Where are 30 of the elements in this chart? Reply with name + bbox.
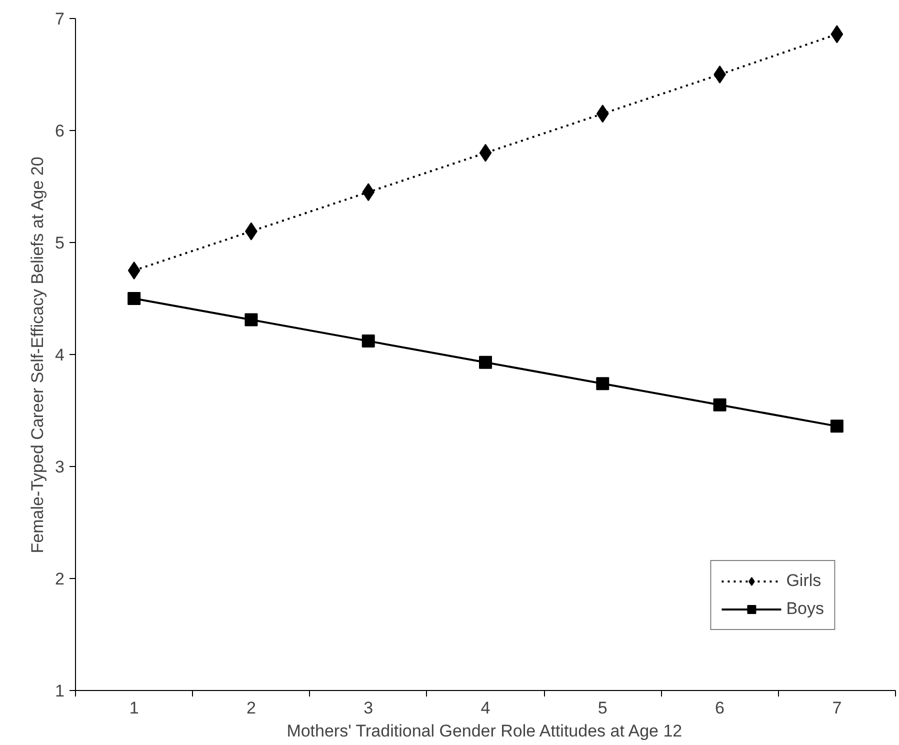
point — [713, 398, 726, 412]
y-tick-label: 4 — [55, 346, 65, 364]
y-tick-label: 2 — [55, 570, 65, 588]
x-tick-label: 6 — [715, 698, 725, 718]
y-tick-label: 7 — [55, 10, 65, 28]
y-tick-label: 5 — [55, 234, 65, 252]
legend-label: Boys — [786, 599, 824, 619]
x-axis-title: Mothers' Traditional Gender Role Attitudes at Age 12 — [286, 722, 682, 740]
x-tick-label: 7 — [832, 698, 842, 718]
y-tick-label: 1 — [55, 682, 65, 700]
point — [362, 334, 375, 348]
y-tick-label: 6 — [55, 122, 65, 140]
point — [830, 420, 844, 433]
point — [244, 313, 258, 326]
point — [362, 183, 375, 202]
legend-label: Girls — [786, 571, 822, 591]
x-tick-label: 4 — [480, 698, 490, 718]
y-axis-title: Female-Typed Career Self-Efficacy Beliefs at Age 20 — [28, 156, 48, 554]
x-tick-label: 5 — [598, 698, 608, 718]
point — [128, 292, 141, 305]
point — [596, 104, 609, 123]
point — [830, 25, 844, 44]
point — [479, 144, 492, 162]
x-tick-label: 2 — [246, 698, 256, 718]
y-tick-label: 3 — [55, 458, 65, 476]
point — [128, 262, 140, 280]
point — [479, 356, 492, 369]
x-tick-label: 3 — [364, 698, 374, 718]
point — [596, 377, 610, 390]
x-tick-label: 1 — [129, 698, 139, 718]
